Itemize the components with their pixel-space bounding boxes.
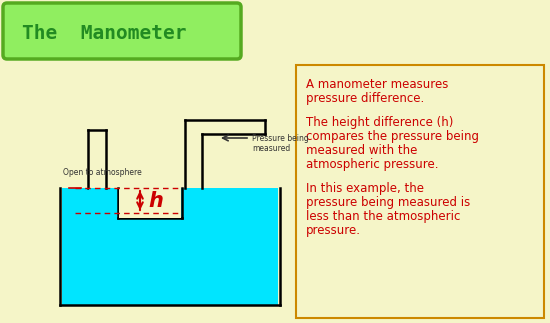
Bar xyxy=(119,188,181,218)
Bar xyxy=(296,65,544,318)
Text: The height difference (h): The height difference (h) xyxy=(306,116,453,129)
Text: In this example, the: In this example, the xyxy=(306,182,424,195)
Text: measured with the: measured with the xyxy=(306,144,417,157)
Text: less than the atmospheric: less than the atmospheric xyxy=(306,210,460,223)
Text: h: h xyxy=(148,191,163,211)
Text: A manometer measures: A manometer measures xyxy=(306,78,448,91)
Text: Pressure being
measured: Pressure being measured xyxy=(252,134,309,153)
Bar xyxy=(62,188,278,305)
Text: pressure difference.: pressure difference. xyxy=(306,92,424,105)
Text: The  Manometer: The Manometer xyxy=(22,24,186,43)
Bar xyxy=(89,188,105,213)
Text: compares the pressure being: compares the pressure being xyxy=(306,130,479,143)
Text: pressure.: pressure. xyxy=(306,224,361,237)
Text: pressure being measured is: pressure being measured is xyxy=(306,196,470,209)
FancyBboxPatch shape xyxy=(3,3,241,59)
Text: atmospheric pressure.: atmospheric pressure. xyxy=(306,158,438,171)
Text: Open to atmosphere: Open to atmosphere xyxy=(63,168,142,176)
